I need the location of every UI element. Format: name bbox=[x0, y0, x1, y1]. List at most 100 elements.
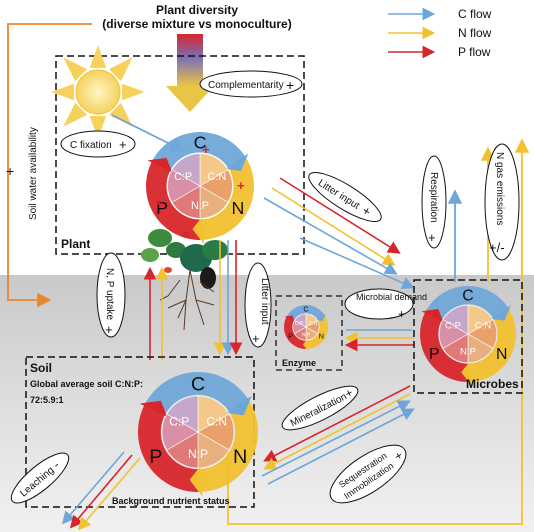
wheel-enzyme-ring-arrowhead bbox=[284, 315, 295, 322]
plant-stoichiometry-wheel: C N P C:N N:P C:P bbox=[146, 132, 254, 245]
title-line-1: Plant diversity bbox=[156, 3, 238, 17]
diversity-arrow bbox=[166, 34, 214, 112]
np-uptake-ellipse bbox=[96, 252, 126, 338]
wheel-plant-ratio-wedge bbox=[171, 153, 201, 187]
immobilization-c-arrow bbox=[267, 408, 415, 485]
wheel-soil-np-label: N:P bbox=[188, 447, 208, 461]
litter-n-arrow bbox=[271, 187, 396, 266]
wheel-enzyme-p-ring bbox=[284, 316, 306, 349]
legend-n-label: N flow bbox=[458, 26, 492, 40]
enzyme-stoichiometry-wheel: C N P C:N N:P C:P bbox=[284, 305, 328, 351]
litter-input-mid-ellipse bbox=[244, 262, 272, 348]
soil-label: Soil bbox=[30, 361, 52, 375]
sun-icon bbox=[51, 45, 145, 139]
c-fixation-ellipse bbox=[60, 130, 136, 158]
soil-stoichiometry-wheel: C N P C:N N:P C:P bbox=[138, 372, 259, 497]
np-uptake-sign: + bbox=[105, 322, 113, 337]
leaching-p-arrow bbox=[69, 454, 133, 529]
wheel-enzyme-ring-arrowhead bbox=[316, 313, 326, 321]
complementarity-ellipse bbox=[199, 70, 303, 98]
wheel-microbes-p-ring bbox=[420, 310, 468, 382]
c-fixation-label: C fixation bbox=[70, 140, 112, 151]
sequestration-c-arrow bbox=[261, 400, 411, 477]
wheel-plant-ring-arrowhead bbox=[147, 157, 173, 173]
sequestration-bubble: Sequestration Immobilization + bbox=[329, 444, 407, 504]
wheel-plant-ring-arrowhead bbox=[225, 153, 249, 172]
wheel-microbes-cp-label: C:P bbox=[445, 321, 461, 332]
wheel-microbes-c-ring bbox=[426, 286, 510, 320]
microbial-demand-label: Microbial demand bbox=[356, 292, 427, 302]
litter-input-mid-label: Litter input bbox=[259, 278, 270, 325]
leaching-n-arrow bbox=[77, 457, 141, 531]
np-uptake-label: N, P uptake bbox=[104, 268, 115, 321]
wheel-plant-ring-arrowhead bbox=[192, 216, 205, 245]
wheel-enzyme-p-label: P bbox=[288, 331, 293, 340]
respiration-label: Respiration bbox=[428, 172, 439, 223]
wheel-microbes-np-label: N:P bbox=[460, 347, 476, 358]
mineralization-bubble: Mineralization + bbox=[281, 385, 359, 431]
respiration-sign: + bbox=[428, 230, 436, 245]
n-gas-sign: +/- bbox=[489, 240, 505, 255]
enzyme-box bbox=[275, 295, 343, 371]
n-gas-label: N gas emissions bbox=[494, 152, 505, 225]
wheel-plant-c-label: C bbox=[194, 132, 207, 152]
leaching-c-arrow bbox=[61, 451, 125, 525]
wheel-microbes-c-label: C bbox=[462, 288, 473, 305]
complementarity-sign: + bbox=[286, 77, 294, 93]
plant-illustration bbox=[141, 229, 228, 331]
wheel-microbes-p-label: P bbox=[429, 346, 440, 363]
wheel-plant-n-label: N bbox=[231, 198, 244, 218]
background-nutrient-label: Background nutrient status bbox=[112, 496, 230, 506]
plant-p-plus: + bbox=[155, 194, 163, 209]
legend: C flow N flow P flow bbox=[388, 7, 492, 59]
plant-c-plus: + bbox=[202, 142, 210, 157]
litter-p-arrow bbox=[279, 177, 401, 254]
wheel-soil-cp-label: C:P bbox=[169, 414, 189, 428]
wheel-soil-c-label: C bbox=[191, 373, 205, 395]
wheel-microbes-ring-arrowhead bbox=[461, 361, 472, 386]
complementarity-label: Complementarity bbox=[208, 80, 284, 91]
soil-water-arrow bbox=[7, 23, 92, 308]
soil-ratio-line-2: 72:5.9:1 bbox=[30, 395, 64, 405]
enzyme-label: Enzyme bbox=[282, 358, 316, 368]
respiration-ellipse bbox=[421, 155, 447, 249]
plant-to-microbe-c-arrow bbox=[299, 237, 415, 290]
wheel-microbes-ring-arrowhead bbox=[490, 305, 511, 321]
soil-water-sign: + bbox=[6, 163, 14, 179]
wheel-enzyme-n-ring bbox=[306, 316, 328, 349]
wheel-plant-c-ring bbox=[153, 132, 247, 170]
plant-box bbox=[55, 55, 305, 255]
microbial-demand-ellipse bbox=[344, 288, 414, 320]
wheel-enzyme-ring-arrowhead bbox=[302, 339, 308, 351]
wheel-plant-p-ring bbox=[146, 159, 200, 240]
wheel-enzyme-np-label: N:P bbox=[302, 333, 311, 339]
wheel-enzyme-c-ring bbox=[286, 305, 326, 321]
wheel-soil-ring-arrowhead bbox=[189, 466, 203, 497]
wheel-enzyme-cp-label: C:P bbox=[295, 321, 304, 327]
wheel-plant-p-label: P bbox=[156, 198, 168, 218]
litter-c-arrow bbox=[263, 197, 398, 275]
mineralization-p-arrow bbox=[263, 385, 411, 462]
legend-p-label: P flow bbox=[458, 45, 491, 59]
soil-water-label: Soil water availability bbox=[28, 127, 39, 220]
wheel-soil-ratio-wedge bbox=[166, 395, 199, 433]
microbial-demand-sign: + bbox=[398, 307, 405, 321]
wheel-plant-np-label: N:P bbox=[191, 200, 209, 212]
litter-input-mid-sign: + bbox=[252, 331, 260, 346]
wheel-soil-c-ring bbox=[146, 372, 250, 414]
wheel-soil-n-label: N bbox=[233, 446, 247, 468]
wheel-soil-ring-arrowhead bbox=[226, 395, 252, 416]
wheel-microbes-ring-arrowhead bbox=[421, 309, 444, 322]
wheel-enzyme-ratio-wedge bbox=[294, 313, 307, 328]
wheel-plant-n-ring bbox=[200, 159, 254, 240]
wheel-plant-cn-label: C:N bbox=[208, 171, 227, 183]
c-fixation-sign: + bbox=[119, 137, 127, 152]
wheel-soil-cn-label: C:N bbox=[206, 414, 227, 428]
soil-ratio-line-1: Global average soil C:N:P: bbox=[30, 379, 143, 389]
leaching-bubble: Leaching - bbox=[10, 452, 70, 504]
wheel-enzyme-c-label: C bbox=[303, 305, 308, 314]
plant-n-plus: + bbox=[237, 178, 245, 193]
microbes-box bbox=[413, 279, 523, 394]
